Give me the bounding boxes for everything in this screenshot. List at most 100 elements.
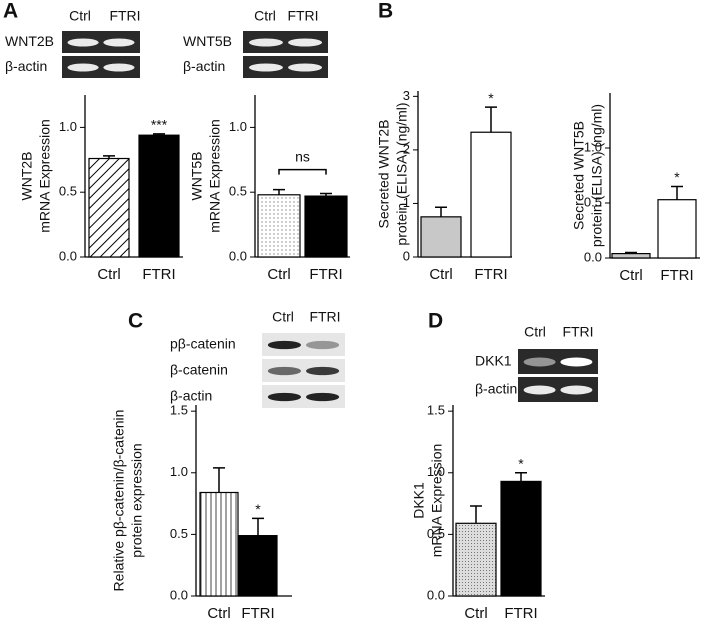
blot-band: [103, 63, 135, 72]
blot-band: [267, 392, 302, 402]
blot-background: [262, 359, 345, 382]
y-axis-label: Secreted WNT2B: [376, 120, 392, 229]
bar: [500, 480, 542, 597]
blot-background: [243, 31, 328, 53]
blot-column-label: Ctrl: [272, 309, 294, 325]
bar: [455, 522, 497, 597]
significance-bracket: [278, 168, 327, 175]
blot-row-label: WNT5B: [183, 33, 232, 49]
y-axis-label: Secreted WNT5B: [571, 121, 587, 230]
error-bar: [485, 106, 497, 133]
y-axis-label: mRNA Expression: [429, 444, 445, 558]
blot-row-label: pβ-catenin: [170, 336, 236, 352]
panel-letter: A: [3, 0, 18, 23]
annotation: *: [674, 169, 680, 185]
blot-band: [288, 38, 323, 47]
y-tick-label: 1.5: [170, 403, 188, 418]
y-tick-label: 1.0: [584, 139, 602, 154]
bar: [138, 134, 180, 258]
bar: [238, 535, 278, 597]
y-tick-label: 1.0: [427, 464, 445, 479]
blot-background: [243, 56, 328, 78]
blot-band: [67, 63, 99, 72]
blot-background: [262, 385, 345, 408]
blot-band: [103, 38, 135, 47]
blot-band: [560, 385, 593, 395]
blot-band: [267, 366, 302, 376]
blot-background: [62, 56, 140, 78]
y-axis-label: Relative pβ-catenin/β-catenin: [111, 410, 127, 592]
x-tick-label: FTRI: [474, 266, 507, 283]
panel-letter: C: [128, 310, 143, 333]
error-bar: [435, 206, 447, 217]
blot-column-label: FTRI: [287, 8, 318, 24]
blot-band: [305, 366, 340, 376]
error-bar: [470, 505, 482, 524]
bar: [611, 253, 651, 259]
x-tick-label: Ctrl: [429, 266, 452, 283]
x-tick-label: Ctrl: [619, 267, 642, 284]
bar: [470, 131, 512, 258]
y-tick-label: 0.0: [229, 248, 247, 263]
annotation: *: [255, 501, 261, 517]
y-tick-label: 0.5: [427, 526, 445, 541]
bar: [420, 216, 462, 258]
annotation: *: [488, 90, 494, 106]
y-tick-label: 1.0: [170, 464, 188, 479]
blot-column-label: FTRI: [309, 309, 340, 325]
bar: [657, 199, 697, 259]
blot-row-label: β-actin: [5, 58, 47, 74]
y-tick-label: 0.5: [170, 526, 188, 541]
blot-column-label: Ctrl: [254, 8, 276, 24]
panel-letter: B: [378, 0, 393, 23]
blot-row-label: β-actin: [183, 58, 225, 74]
y-tick-label: 0.0: [427, 587, 445, 602]
blot-row-label: WNT2B: [5, 33, 54, 49]
x-tick-label: FTRI: [142, 266, 175, 283]
y-tick-label: 0.0: [170, 587, 188, 602]
y-axis-label: protein (ELISA) (ng/ml): [589, 104, 605, 247]
bar: [257, 194, 301, 258]
blot-band: [267, 340, 302, 350]
error-bar: [625, 251, 637, 254]
y-tick-label: 0.5: [584, 194, 602, 209]
blot-column-label: Ctrl: [524, 324, 546, 340]
y-tick-label: 0.5: [59, 184, 77, 199]
error-bar: [103, 155, 115, 159]
blot-background: [262, 333, 345, 356]
blot-band: [305, 392, 340, 402]
annotation: ns: [295, 148, 310, 164]
x-tick-label: Ctrl: [207, 605, 230, 622]
x-tick-label: Ctrl: [464, 605, 487, 622]
blot-band: [523, 357, 556, 367]
blot-background: [62, 31, 140, 53]
error-bar: [153, 133, 165, 136]
blot-band: [305, 340, 340, 350]
bar: [304, 195, 348, 258]
blot-band: [67, 38, 99, 47]
bar: [199, 491, 239, 597]
error-bar: [515, 472, 527, 482]
blot-band: [523, 385, 556, 395]
annotation: ***: [151, 117, 168, 133]
bar: [88, 157, 130, 258]
y-axis-label: mRNA Expression: [207, 119, 223, 233]
blot-band: [248, 38, 283, 47]
blot-band: [288, 63, 323, 72]
x-tick-label: FTRI: [309, 266, 342, 283]
blot-row-label: β-catenin: [170, 362, 228, 378]
error-bar: [671, 185, 683, 200]
y-axis-label: WNT5B: [189, 152, 205, 201]
x-tick-label: FTRI: [504, 605, 537, 622]
error-bar: [320, 192, 332, 197]
blot-column-label: FTRI: [562, 324, 593, 340]
y-tick-label: 3: [403, 88, 410, 103]
y-tick-label: 1: [403, 195, 410, 210]
y-tick-label: 0.0: [59, 248, 77, 263]
blot-band: [248, 63, 283, 72]
blot-row-label: β-actin: [475, 381, 517, 397]
y-tick-label: 0.5: [229, 184, 247, 199]
y-tick-label: 0: [403, 248, 410, 263]
blot-column-label: FTRI: [109, 8, 140, 24]
